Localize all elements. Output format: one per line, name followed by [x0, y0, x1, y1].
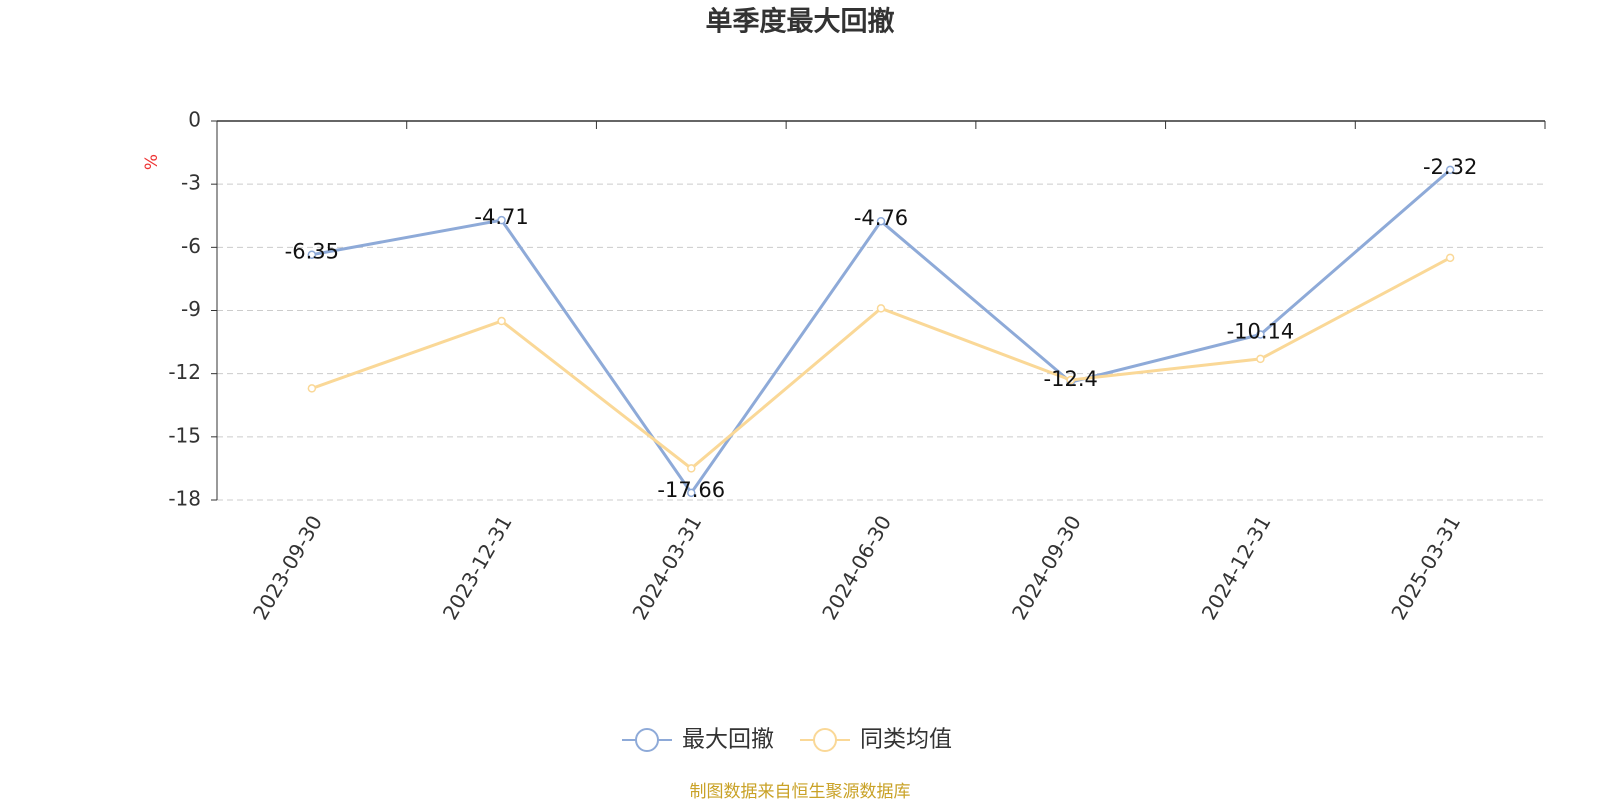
point: [876, 304, 886, 313]
y-tick-label: -9: [181, 297, 201, 321]
legend-label: 同类均值: [860, 727, 952, 753]
data-label: -4.76: [854, 206, 908, 230]
data-label: -6.35: [285, 240, 339, 264]
chart-title: 单季度最大回撤: [706, 6, 895, 38]
point: [497, 316, 506, 326]
y-unit: %: [142, 154, 162, 170]
point: [1066, 375, 1075, 385]
point: [307, 250, 317, 259]
data-label: -2.32: [1423, 155, 1477, 179]
x-tick-label: 2024-06-30: [817, 511, 896, 624]
point: [1445, 165, 1455, 175]
x-tick-label: 2024-03-31: [627, 511, 706, 624]
y-tick-label: -3: [181, 171, 201, 195]
point: [307, 384, 317, 393]
x-tick-label: 2024-09-30: [1007, 511, 1086, 624]
point: [1256, 354, 1265, 364]
data-label: -10.14: [1227, 320, 1295, 344]
y-tick-label: -6: [181, 234, 201, 258]
source-note: 制图数据来自恒生聚源数据库: [690, 782, 911, 800]
data-label: -17.66: [657, 478, 725, 502]
data-label: -4.71: [474, 205, 528, 229]
x-tick-label: 2024-12-31: [1197, 511, 1276, 624]
point: [497, 215, 506, 225]
x-tick-label: 2023-09-30: [248, 511, 327, 624]
legend-label: 最大回撤: [682, 727, 774, 753]
point: [876, 216, 886, 226]
point: [1445, 253, 1455, 263]
x-tick-label: 2023-12-31: [438, 511, 517, 624]
y-tick-label: -18: [168, 487, 201, 511]
legend-marker: [635, 728, 659, 752]
point: [687, 488, 696, 498]
y-tick-label: 0: [188, 108, 201, 132]
data-label: -12.4: [1044, 367, 1098, 391]
legend-marker: [813, 728, 837, 752]
y-tick-label: -15: [168, 423, 201, 447]
point: [1256, 330, 1265, 339]
y-tick-label: -12: [168, 360, 201, 384]
x-tick-label: 2025-03-31: [1386, 511, 1465, 624]
point: [687, 464, 696, 473]
